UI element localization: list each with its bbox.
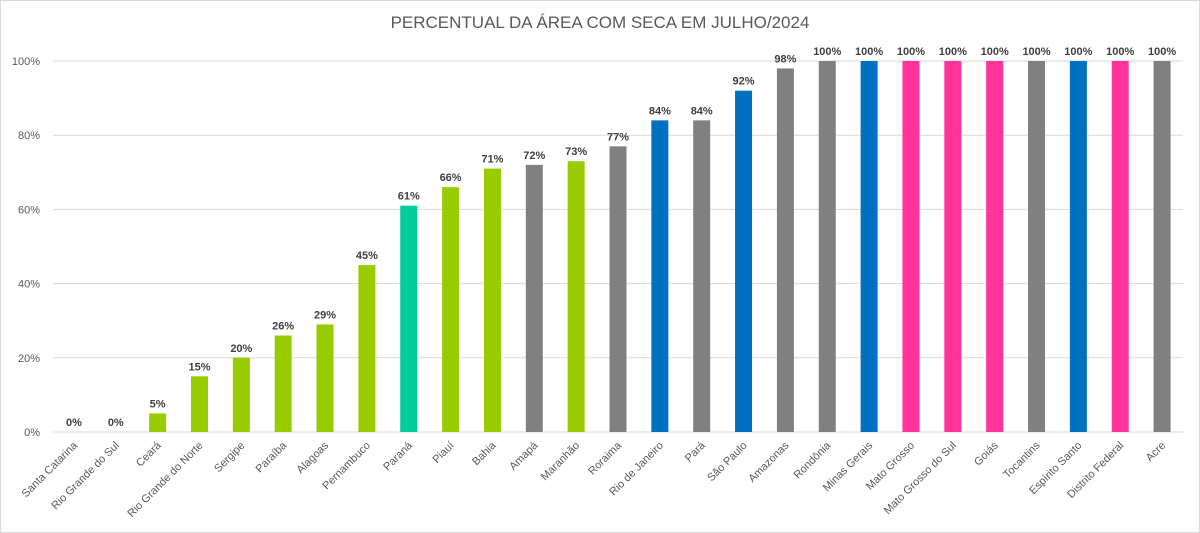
data-label: 77% [607, 131, 629, 143]
bar [986, 61, 1004, 432]
data-label: 72% [523, 150, 545, 162]
bar [483, 168, 501, 432]
bar [149, 413, 167, 432]
bar [400, 205, 418, 432]
data-label: 45% [356, 250, 378, 262]
data-label: 66% [440, 172, 462, 184]
data-label: 100% [981, 46, 1009, 58]
data-label: 73% [565, 146, 587, 158]
data-label: 0% [108, 417, 124, 429]
bar [525, 164, 543, 432]
bar [232, 357, 250, 432]
data-label: 100% [897, 46, 925, 58]
data-label: 20% [230, 343, 252, 355]
bar [358, 265, 376, 432]
data-label: 84% [649, 105, 671, 117]
data-label: 98% [774, 53, 796, 65]
bar [818, 61, 836, 432]
bar [1028, 61, 1046, 432]
data-label: 100% [1106, 46, 1134, 58]
y-tick-label: 100% [12, 56, 40, 68]
bar [735, 90, 753, 433]
data-label: 92% [733, 76, 755, 88]
bar [776, 68, 794, 433]
data-label: 61% [398, 191, 420, 203]
y-tick-label: 80% [18, 130, 40, 142]
data-label: 5% [150, 398, 166, 410]
bar [651, 120, 669, 433]
data-label: 15% [188, 361, 210, 373]
data-label: 100% [813, 46, 841, 58]
y-tick-label: 40% [18, 279, 40, 291]
bar [274, 335, 292, 432]
bar [190, 376, 208, 432]
data-label: 84% [691, 105, 713, 117]
bar [1111, 61, 1129, 432]
bar [567, 161, 585, 433]
data-label: 100% [1064, 46, 1092, 58]
data-label: 26% [272, 321, 294, 333]
bar [1153, 61, 1171, 432]
data-label: 100% [939, 46, 967, 58]
data-label: 0% [66, 417, 82, 429]
bar [316, 324, 334, 432]
bar [609, 146, 627, 432]
bar [693, 120, 711, 433]
data-label: 29% [314, 309, 336, 321]
y-tick-label: 0% [24, 427, 40, 439]
chart-title: PERCENTUAL DA ÁREA COM SECA EM JULHO/202… [391, 13, 810, 32]
bar [1069, 61, 1087, 432]
bar [860, 61, 878, 432]
data-label: 71% [481, 154, 503, 166]
data-label: 100% [1022, 46, 1050, 58]
data-label: 100% [1148, 46, 1176, 58]
bar [442, 187, 460, 432]
bar [944, 61, 962, 432]
bar [902, 61, 920, 432]
y-tick-label: 60% [18, 204, 40, 216]
y-tick-label: 20% [18, 353, 40, 365]
data-label: 100% [855, 46, 883, 58]
